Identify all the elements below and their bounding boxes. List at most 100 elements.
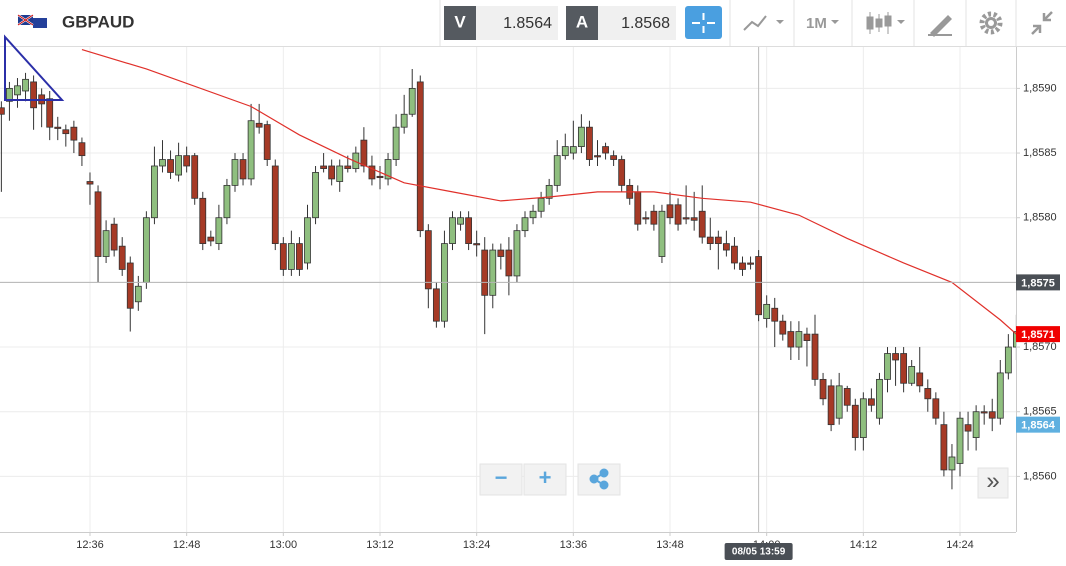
candle-body xyxy=(827,385,835,426)
zoom-out-label[interactable]: − xyxy=(495,465,508,490)
candle-body xyxy=(747,262,754,265)
candle-body xyxy=(239,159,247,180)
candle-body xyxy=(134,285,142,303)
sell-price-box[interactable] xyxy=(476,6,558,40)
y-tick-label: 1,8570 xyxy=(1023,341,1057,353)
price-tag xyxy=(1016,274,1060,291)
candle-body xyxy=(610,155,618,160)
candle-body xyxy=(215,217,223,244)
candle-body xyxy=(884,353,891,380)
candle-body xyxy=(980,411,988,414)
candle-body xyxy=(803,333,811,341)
y-tick-label: 1,8560 xyxy=(1023,470,1057,482)
x-tick-label: 14:24 xyxy=(946,539,974,551)
drawing-triangle xyxy=(4,34,65,101)
scroll-end-label[interactable]: » xyxy=(986,467,999,494)
candle-body xyxy=(698,210,706,238)
candle-body xyxy=(360,139,368,167)
flag-icon xyxy=(17,14,47,28)
candle-body xyxy=(956,417,964,464)
candle-body xyxy=(972,411,980,438)
axis-labels: 1,8560 1,8565 1,8570 1,8575 1,8580 1,8585 1,85… xyxy=(76,82,1060,560)
zoom-in-button[interactable] xyxy=(523,463,567,496)
candle-style-button[interactable] xyxy=(866,12,905,34)
x-tick-label: 12:36 xyxy=(76,539,104,551)
candle-body xyxy=(577,126,585,147)
x-tick-label: 13:36 xyxy=(560,539,588,551)
draw-tool-button[interactable] xyxy=(928,15,952,37)
candle-body xyxy=(432,288,440,322)
buy-button[interactable] xyxy=(566,6,598,40)
candle-body xyxy=(521,217,529,232)
candle-body xyxy=(892,353,899,361)
y-tick-label: 1,8585 xyxy=(1023,147,1057,159)
scroll-end-button[interactable] xyxy=(977,467,1009,499)
share-button[interactable] xyxy=(577,463,621,496)
candle-body xyxy=(771,307,779,322)
candle-body xyxy=(690,217,698,221)
candle-body xyxy=(481,249,489,296)
candle-body xyxy=(964,424,972,432)
sell-price[interactable]: 1.8564 xyxy=(503,15,552,32)
moving-average xyxy=(81,49,1016,335)
candle-body xyxy=(336,165,344,182)
candle-body xyxy=(843,388,851,406)
settings-button[interactable] xyxy=(979,11,1003,35)
candle-body xyxy=(6,87,13,102)
sell-button[interactable] xyxy=(444,6,476,40)
candle-body xyxy=(223,184,231,219)
candle-body xyxy=(529,210,537,219)
candle-body xyxy=(666,204,674,219)
crosshair-button[interactable] xyxy=(685,6,722,39)
candle-body xyxy=(0,107,5,115)
buy-price-box[interactable] xyxy=(598,6,676,40)
timeframe[interactable]: 1M xyxy=(806,15,827,32)
candle-body xyxy=(328,165,336,180)
candle-body xyxy=(287,243,295,270)
candle-body xyxy=(618,159,626,186)
candle-body xyxy=(344,165,352,169)
candle-body xyxy=(988,411,996,419)
price-tag xyxy=(1016,416,1060,433)
candle-body xyxy=(304,217,311,264)
symbol: GBPAUD xyxy=(62,12,134,31)
buy-label[interactable]: A xyxy=(576,12,588,31)
sell-label[interactable]: V xyxy=(454,12,466,31)
x-tick-label: 12:48 xyxy=(173,539,201,551)
candle-body xyxy=(320,165,328,169)
candle-body xyxy=(851,404,859,438)
candle-body xyxy=(602,146,609,154)
candle-body xyxy=(569,146,577,154)
candle-body xyxy=(118,245,126,270)
candle-body xyxy=(561,146,569,157)
candle-body xyxy=(54,126,62,129)
y-tick-label: 1,8580 xyxy=(1023,212,1057,224)
candle-body xyxy=(916,372,924,387)
candle-body xyxy=(900,353,908,384)
candle-body xyxy=(586,126,593,160)
candle-body xyxy=(819,378,827,400)
buy-price[interactable]: 1.8568 xyxy=(621,15,670,32)
candle-body xyxy=(505,249,513,277)
candle-body xyxy=(867,398,875,406)
price-tag xyxy=(1016,326,1060,343)
candle-body xyxy=(255,122,263,128)
collapse-button[interactable] xyxy=(1031,11,1053,35)
candle-body xyxy=(46,98,54,128)
candle-body xyxy=(658,210,666,257)
x-tick-label: 14:12 xyxy=(850,539,878,551)
candle-body xyxy=(594,155,601,158)
zoom-out-button[interactable] xyxy=(479,463,523,496)
candle-body xyxy=(706,236,714,244)
candle-body xyxy=(763,303,771,319)
timeframe-caret xyxy=(831,20,839,24)
chart-type-button[interactable] xyxy=(743,15,784,31)
candle-body xyxy=(835,385,843,419)
zoom-in-label[interactable]: + xyxy=(539,465,552,490)
candle-body xyxy=(996,372,1004,419)
candle-body xyxy=(924,388,932,400)
candle-body xyxy=(110,223,118,251)
candle-body xyxy=(1013,331,1016,348)
candle-body xyxy=(151,165,158,219)
candle-body xyxy=(650,210,658,225)
